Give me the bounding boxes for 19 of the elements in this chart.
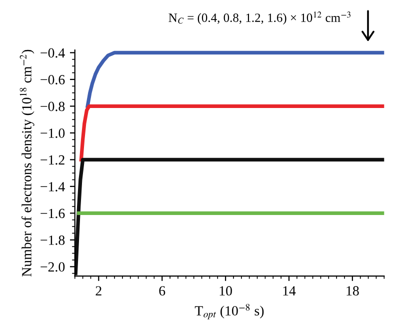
- y-tick-label: −0.8: [40, 102, 65, 112]
- y-axis-title: Number of electrons density (10$^{18}$ cm$^{−2}$): [20, 50, 34, 277]
- x-tick-label: 2: [96, 286, 102, 296]
- x-tick-label: 14: [283, 286, 296, 296]
- y-tick-label: −1.4: [40, 182, 65, 192]
- y-tick-label: −1.0: [40, 128, 65, 138]
- y-tick-label: −1.8: [40, 236, 65, 245]
- y-tick-label: −2.0: [40, 262, 65, 272]
- y-tick-label: −1.6: [40, 208, 65, 218]
- x-tick-label: 18: [346, 286, 359, 296]
- x-tick-label: 6: [159, 286, 166, 296]
- x-tick-label: 10: [220, 286, 232, 296]
- y-tick-label: −0.4: [40, 48, 65, 58]
- line-series: [86, 50, 384, 108]
- y-tick-label: −0.6: [40, 75, 65, 84]
- y-tick-label: −1.2: [40, 155, 64, 165]
- x-axis-title: T$_{opt}$ (10$^{−8}$ s): [194, 304, 264, 320]
- text: N$_{C}$ = (0.4, 0.8, 1.2, 1.6) × 10$^{12}$ cm$^{−3}$: [168, 12, 350, 25]
- line-series: [79, 104, 384, 162]
